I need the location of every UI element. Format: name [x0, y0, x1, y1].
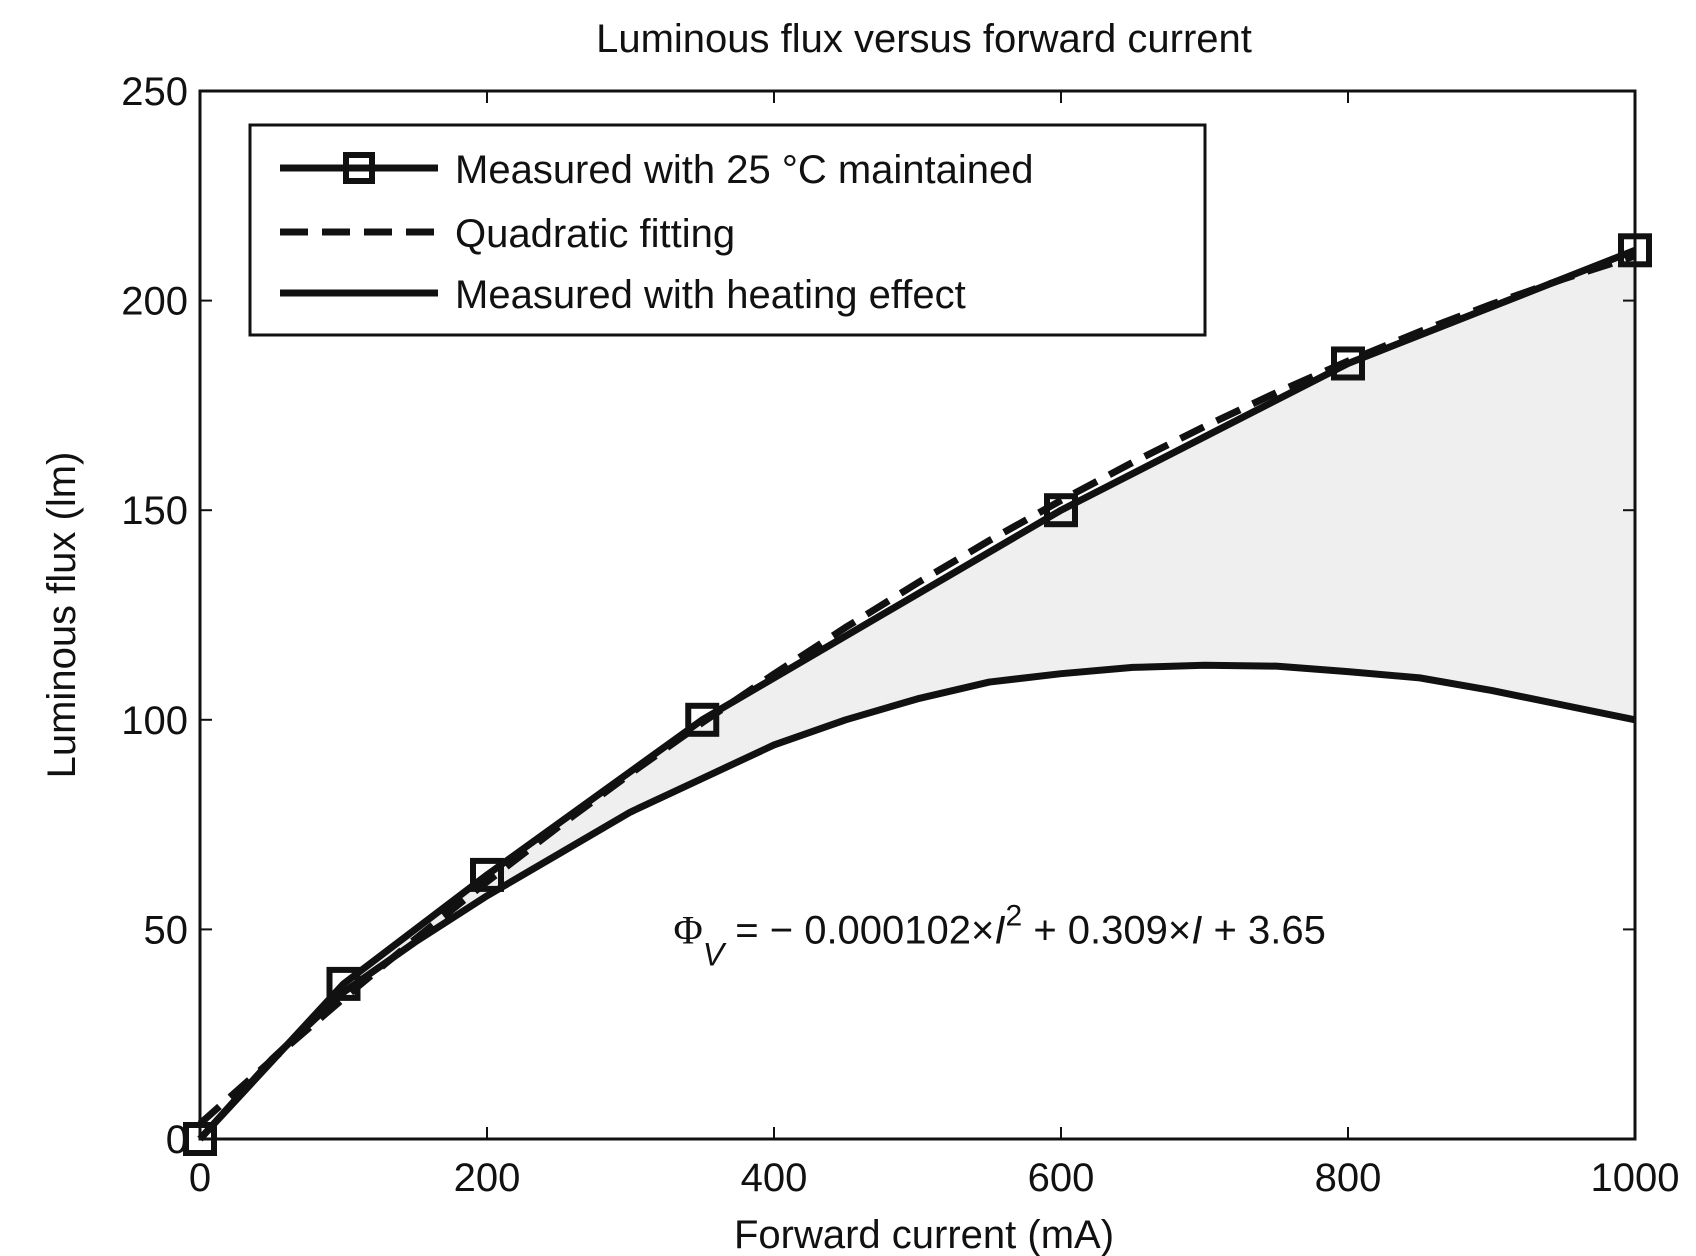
equation-annotation: ΦV = − 0.000102×I2 + 0.309×I + 3.65: [674, 899, 1326, 972]
chart-title: Luminous flux versus forward current: [596, 17, 1252, 61]
equation-superscript: 2: [1006, 899, 1023, 932]
x-tick-label: 600: [1028, 1156, 1095, 1200]
plot-area: [183, 233, 1652, 1156]
data-point-marker: [470, 857, 504, 892]
x-tick-label: 800: [1315, 1156, 1382, 1200]
shaded-region: [200, 250, 1635, 1139]
equation-part1: = − 0.000102×: [724, 908, 994, 952]
series-line-measured-25c: [197, 247, 1637, 1142]
legend-label-measured-25c: Measured with 25 °C maintained: [455, 148, 1034, 192]
series-line-heating: [197, 661, 1636, 1142]
y-tick-label: 0: [166, 1118, 188, 1162]
axes-frame: [198, 89, 1637, 1141]
y-tick-label: 200: [121, 280, 188, 324]
equation-var1: I: [994, 908, 1005, 952]
equation-subscript: V: [703, 936, 727, 972]
data-point-marker: [685, 702, 720, 737]
equation-part2: + 0.309×: [1022, 908, 1191, 952]
legend-label-heating: Measured with heating effect: [455, 273, 966, 317]
series-line-quadratic: [197, 252, 1637, 1127]
legend: Measured with 25 °C maintained Quadratic…: [248, 123, 1207, 337]
y-tick-label: 100: [121, 699, 188, 743]
data-point-marker: [326, 966, 361, 1001]
x-tick-label: 1000: [1591, 1156, 1680, 1200]
data-point-marker: [1044, 493, 1078, 528]
axis-ticks: 0 200 400 600 800 1000 0 50 100 150 200 250: [121, 70, 1679, 1200]
x-axis-label: Forward current (mA): [734, 1213, 1114, 1256]
legend-marker-square: [343, 152, 375, 184]
y-axis-label: Luminous flux (lm): [40, 452, 84, 779]
legend-label-quadratic: Quadratic fitting: [455, 212, 735, 256]
y-tick-label: 150: [121, 489, 188, 533]
equation-var2: I: [1191, 908, 1202, 952]
x-tick-label: 0: [189, 1156, 211, 1200]
equation-part3: + 3.65: [1202, 908, 1325, 952]
equation-phi: Φ: [674, 907, 703, 952]
data-point-marker: [1331, 346, 1365, 381]
x-tick-label: 200: [454, 1156, 521, 1200]
y-tick-label: 250: [121, 70, 188, 114]
x-tick-label: 400: [741, 1156, 808, 1200]
y-tick-label: 50: [144, 908, 189, 952]
